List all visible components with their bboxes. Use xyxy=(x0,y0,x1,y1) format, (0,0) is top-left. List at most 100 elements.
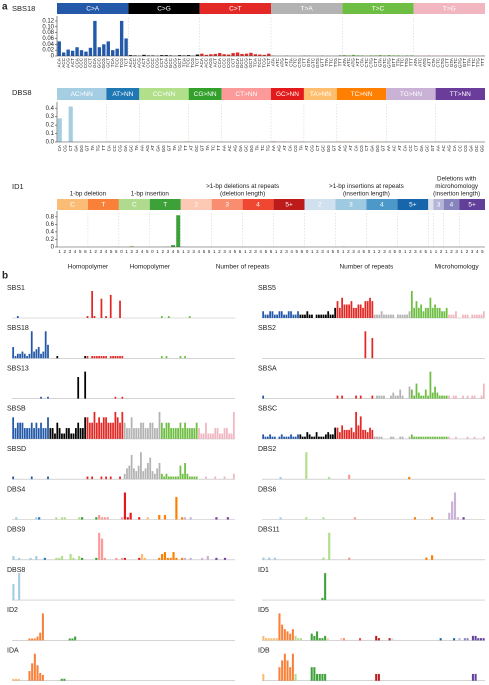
y-tick-label: 0.0 xyxy=(46,140,55,146)
bar xyxy=(394,395,397,399)
x-tick-label: GC xyxy=(425,144,430,152)
bar xyxy=(121,396,124,399)
bar xyxy=(401,314,404,318)
bar xyxy=(65,428,68,439)
bar xyxy=(60,555,64,560)
chart-title: ID5 xyxy=(258,607,269,614)
bar xyxy=(478,314,481,318)
y-tick-label: 0.3 xyxy=(46,114,55,120)
x-tick-label: GC xyxy=(244,144,249,152)
bar xyxy=(322,517,325,520)
group-header-label: T>C xyxy=(372,6,385,13)
bar xyxy=(477,638,480,641)
bar xyxy=(359,638,362,641)
bar xyxy=(345,304,348,318)
bar xyxy=(427,436,429,439)
bar xyxy=(445,395,448,399)
bar xyxy=(176,215,181,247)
bar xyxy=(482,638,485,641)
bar xyxy=(262,311,265,318)
x-tick-label: 0 xyxy=(120,249,123,254)
x-tick-label: GA xyxy=(73,144,78,152)
bar xyxy=(12,476,15,480)
x-tick-label: GCC xyxy=(239,57,244,68)
group-header-label: 4 xyxy=(450,202,454,209)
bar xyxy=(270,638,273,641)
bar xyxy=(392,436,395,439)
bar xyxy=(294,673,297,681)
x-tick-label: 4 xyxy=(476,249,479,254)
bar xyxy=(14,428,17,439)
bar xyxy=(410,389,413,399)
bar xyxy=(422,395,425,399)
bar xyxy=(123,492,127,520)
bar xyxy=(415,301,418,318)
bar xyxy=(399,314,402,318)
bar xyxy=(21,422,24,439)
x-tick-label: CTC xyxy=(435,57,440,67)
bar xyxy=(342,55,347,56)
bar xyxy=(61,52,66,56)
x-tick-label: 5 xyxy=(146,249,149,254)
bar xyxy=(380,311,383,318)
bar xyxy=(191,476,193,480)
bar xyxy=(88,422,91,439)
bar xyxy=(31,638,34,641)
bar xyxy=(294,436,297,439)
bar xyxy=(348,304,350,318)
x-tick-label: CC xyxy=(408,144,413,151)
x-tick-label: GCA xyxy=(163,57,168,68)
bar xyxy=(191,428,193,439)
bar xyxy=(474,673,477,681)
bar xyxy=(466,436,469,439)
bar xyxy=(431,517,434,520)
x-tick-label: 4 xyxy=(357,249,360,254)
group-bottom-label: Homopolymer xyxy=(130,264,171,271)
x-tick-label: AG xyxy=(276,145,281,152)
x-tick-label: 3 xyxy=(136,249,139,254)
bar xyxy=(306,432,309,439)
bar xyxy=(375,635,378,641)
bar xyxy=(391,638,394,641)
x-tick-label: TTT xyxy=(409,58,414,67)
bar xyxy=(292,436,295,439)
y-tick-label: 0.8 xyxy=(46,214,55,220)
bar xyxy=(408,311,411,318)
x-tick-label: TTT xyxy=(337,58,342,67)
bar xyxy=(413,395,416,399)
bar xyxy=(318,314,320,318)
chart-title: SBS18 xyxy=(7,325,29,332)
bar xyxy=(84,417,87,439)
bar xyxy=(42,428,45,439)
x-tick-label: 5 xyxy=(481,249,484,254)
bar xyxy=(297,434,299,439)
bar xyxy=(324,635,327,641)
bar xyxy=(78,517,81,520)
bar xyxy=(271,311,274,318)
bar xyxy=(30,422,33,439)
bar xyxy=(278,436,281,439)
bar xyxy=(482,311,485,318)
bar xyxy=(77,422,80,439)
bar xyxy=(285,436,288,439)
group-top-label: microhomology xyxy=(435,183,479,190)
group-header-label: 5+ xyxy=(409,202,417,209)
x-tick-label: GG xyxy=(161,145,166,153)
bar xyxy=(299,434,302,439)
bar xyxy=(214,476,217,480)
bar xyxy=(119,476,121,480)
chart-title: DBS2 xyxy=(258,446,276,453)
x-tick-label: ACC xyxy=(61,57,66,67)
bar xyxy=(401,436,404,439)
group-header xyxy=(271,88,304,100)
x-tick-label: 5 xyxy=(363,249,366,254)
bar xyxy=(12,555,15,560)
bar xyxy=(28,353,31,359)
bar xyxy=(232,411,235,439)
bar xyxy=(74,428,77,439)
bar xyxy=(151,422,154,439)
bar xyxy=(163,515,167,520)
bar xyxy=(129,512,132,520)
x-tick-label: GT xyxy=(331,145,336,152)
bar xyxy=(466,314,469,318)
